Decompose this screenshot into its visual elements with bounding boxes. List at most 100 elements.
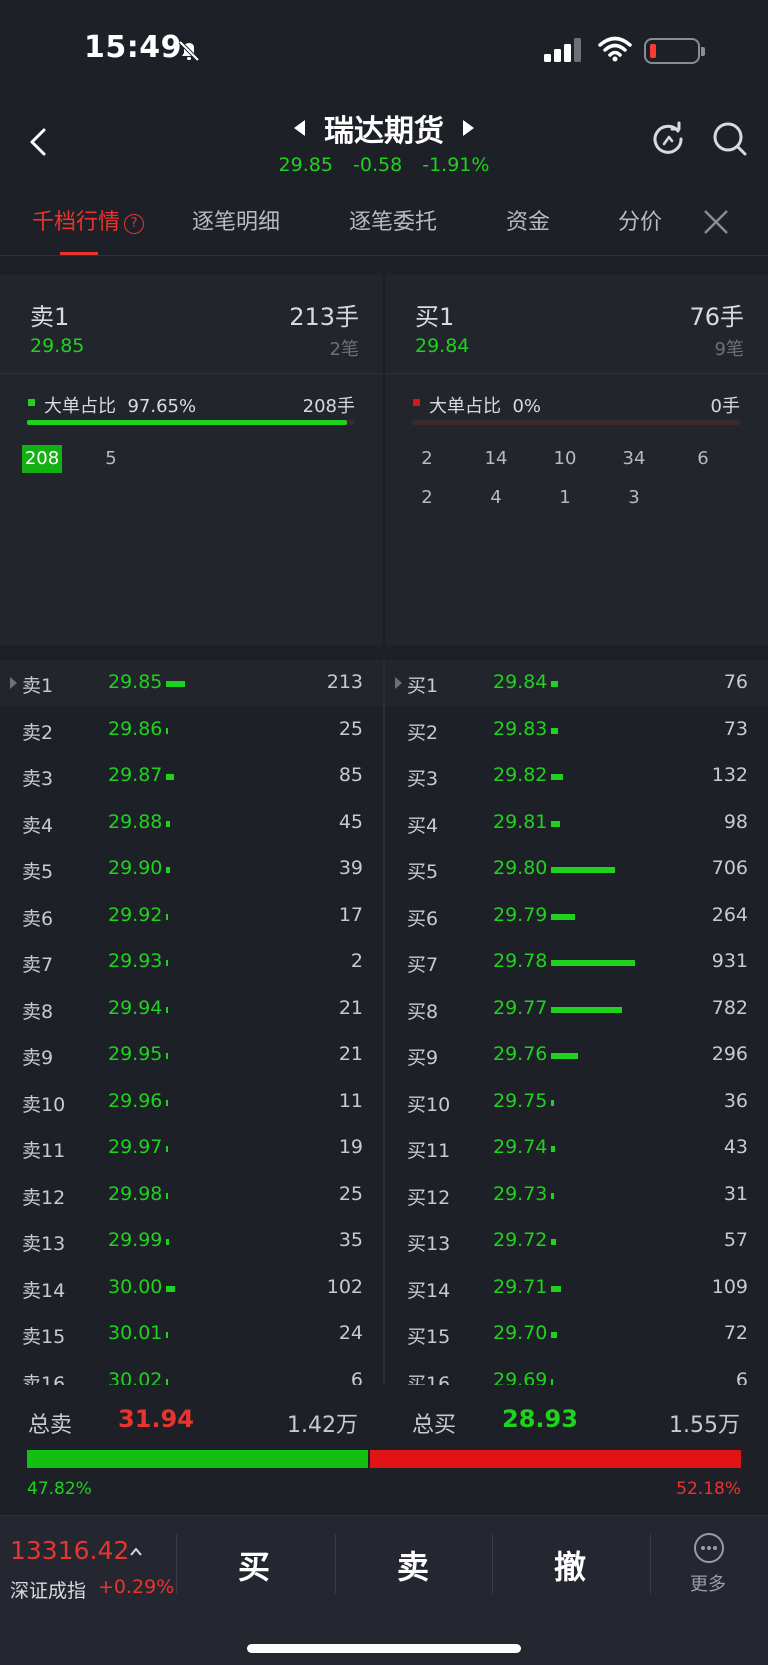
wifi-icon xyxy=(598,36,632,62)
bids-level-row[interactable]: 买12 29.73 31 xyxy=(385,1172,768,1218)
ask1-price: 29.85 xyxy=(30,335,85,357)
asks-level-row[interactable]: 卖14 30.00 102 xyxy=(0,1265,383,1311)
level-price: 30.01 xyxy=(108,1322,163,1344)
total-buy-volume: 1.55万 xyxy=(669,1413,740,1438)
level-label: 卖3 xyxy=(22,768,54,790)
total-buy-label: 总买 xyxy=(412,1413,457,1438)
level-quantity: 102 xyxy=(326,1275,363,1298)
level-label: 卖9 xyxy=(22,1047,54,1069)
sell-button[interactable]: 卖 xyxy=(397,1548,430,1586)
bids-level-row[interactable]: 买4 29.81 98 xyxy=(385,800,768,846)
divider xyxy=(383,660,385,1385)
asks-level-row[interactable]: 卖6 29.92 17 xyxy=(0,893,383,939)
ask1-label: 卖1 xyxy=(30,303,70,331)
bids-level-row[interactable]: 买8 29.77 782 xyxy=(385,986,768,1032)
level-price: 29.93 xyxy=(108,950,163,972)
level-price: 29.90 xyxy=(108,857,163,879)
asks-level-row[interactable]: 卖12 29.98 25 xyxy=(0,1172,383,1218)
level-quantity: 264 xyxy=(711,903,748,926)
level-label: 买11 xyxy=(407,1140,451,1162)
bids-level-row[interactable]: 买9 29.76 296 xyxy=(385,1032,768,1078)
more-label: 更多 xyxy=(690,1574,726,1595)
tab-capital[interactable]: 资金 xyxy=(506,210,551,235)
bids-level-row[interactable]: 买3 29.82 132 xyxy=(385,753,768,799)
caret-right-icon xyxy=(395,677,402,689)
caret-right-icon xyxy=(10,677,17,689)
volume-bar xyxy=(166,1099,168,1106)
tab-tick-orders[interactable]: 逐笔委托 xyxy=(349,210,438,235)
asks-level-row[interactable]: 卖15 30.01 24 xyxy=(0,1311,383,1357)
bids-level-row[interactable]: 买11 29.74 43 xyxy=(385,1125,768,1171)
level1-summary: 卖1 29.85 213手 2笔 大单占比 97.65% 208手 208 5 买… xyxy=(0,275,768,645)
search-icon[interactable] xyxy=(711,120,749,158)
level-label: 卖12 xyxy=(22,1186,66,1209)
level-label: 买3 xyxy=(407,768,439,790)
level-price: 29.97 xyxy=(108,1136,163,1158)
index-change: +0.29% xyxy=(98,1576,175,1598)
level-quantity: 25 xyxy=(338,1182,363,1205)
bid1-summary: 买1 29.84 76手 9笔 大单占比 0% 0手 2 14 10 34 6 2 4 1 3 xyxy=(385,275,768,645)
asks-level-row[interactable]: 卖16 30.02 6 xyxy=(0,1358,383,1386)
level-label: 买5 xyxy=(407,861,439,883)
queued-order: 3 xyxy=(628,487,640,508)
asks-level-row[interactable]: 卖2 29.86 25 xyxy=(0,707,383,753)
signal-icon xyxy=(544,38,581,62)
asks-level-row[interactable]: 卖9 29.95 21 xyxy=(0,1032,383,1078)
bids-level-row[interactable]: 买5 29.80 706 xyxy=(385,846,768,892)
bids-level-row[interactable]: 买10 29.75 36 xyxy=(385,1079,768,1125)
volume-bar xyxy=(551,960,635,966)
level-price: 29.76 xyxy=(493,1043,548,1065)
tab-order-book[interactable]: 千档行情? xyxy=(32,204,145,236)
asks-level-row[interactable]: 卖10 29.96 11 xyxy=(0,1079,383,1125)
level-quantity: 213 xyxy=(326,671,363,693)
bids-level-row[interactable]: 买1 29.84 76 xyxy=(385,660,768,706)
asks-level-row[interactable]: 卖11 29.97 19 xyxy=(0,1125,383,1171)
queued-order: 10 xyxy=(553,448,577,469)
big-order-marker xyxy=(413,399,420,406)
volume-bar xyxy=(166,1332,168,1338)
bids-level-row[interactable]: 买16 29.69 6 xyxy=(385,1358,768,1386)
bids-level-row[interactable]: 买15 29.70 72 xyxy=(385,1311,768,1357)
level-quantity: 25 xyxy=(338,717,363,740)
level-price: 29.86 xyxy=(108,717,163,740)
help-icon[interactable]: ? xyxy=(124,214,145,234)
refresh-icon[interactable] xyxy=(649,120,687,158)
queued-order: 6 xyxy=(697,448,709,469)
active-tab-indicator xyxy=(60,252,98,255)
queued-order: 5 xyxy=(105,448,117,469)
level-price: 29.81 xyxy=(493,810,548,833)
volume-bar xyxy=(551,1332,557,1338)
asks-level-row[interactable]: 卖3 29.87 85 xyxy=(0,753,383,799)
back-icon[interactable] xyxy=(24,124,54,160)
bids-level-row[interactable]: 买13 29.72 57 xyxy=(385,1218,768,1264)
level-price: 29.71 xyxy=(493,1275,548,1298)
tab-tick-detail[interactable]: 逐笔明细 xyxy=(192,210,281,235)
asks-level-row[interactable]: 卖4 29.88 45 xyxy=(0,800,383,846)
bids-level-row[interactable]: 买2 29.83 73 xyxy=(385,707,768,753)
asks-level-row[interactable]: 卖7 29.93 2 xyxy=(0,939,383,985)
buy-button[interactable]: 买 xyxy=(238,1548,271,1586)
level-price: 29.75 xyxy=(493,1089,548,1112)
big-order-ratio: 大单占比 0% xyxy=(429,396,542,417)
volume-bar xyxy=(551,1285,561,1292)
asks-level-row[interactable]: 卖13 29.99 35 xyxy=(0,1218,383,1264)
level-quantity: 72 xyxy=(723,1322,748,1344)
queued-order: 208 xyxy=(22,445,62,473)
bids-level-row[interactable]: 买6 29.79 264 xyxy=(385,893,768,939)
asks-level-row[interactable]: 卖8 29.94 21 xyxy=(0,986,383,1032)
level-price: 29.78 xyxy=(493,950,548,972)
prev-stock-icon[interactable] xyxy=(293,120,305,136)
next-stock-icon[interactable] xyxy=(463,120,475,136)
level-price: 29.85 xyxy=(108,671,163,693)
tab-price-distribution[interactable]: 分价 xyxy=(618,210,663,235)
queued-order: 2 xyxy=(421,487,433,508)
asks-level-row[interactable]: 卖5 29.90 39 xyxy=(0,846,383,892)
level-label: 买7 xyxy=(407,954,439,976)
asks-level-row[interactable]: 卖1 29.85 213 xyxy=(0,660,383,706)
bids-level-row[interactable]: 买7 29.78 931 xyxy=(385,939,768,985)
close-icon[interactable] xyxy=(700,206,732,238)
cancel-order-button[interactable]: 撤 xyxy=(554,1548,587,1586)
bids-level-row[interactable]: 买14 29.71 109 xyxy=(385,1265,768,1311)
bid1-volume: 76手 xyxy=(689,303,744,331)
level-quantity: 39 xyxy=(338,857,363,879)
